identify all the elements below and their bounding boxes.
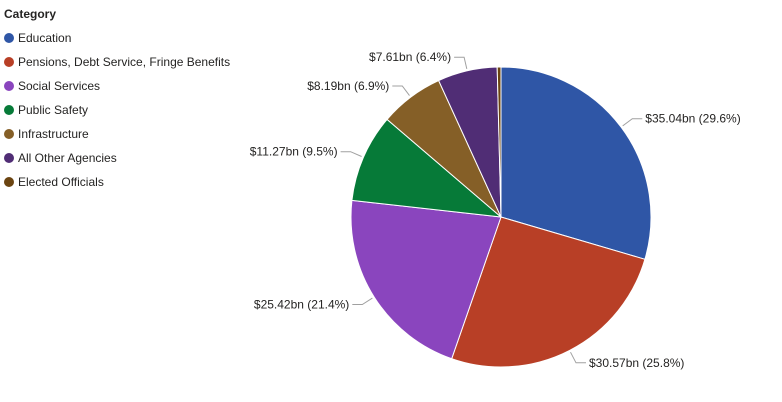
data-label: $11.27bn (9.5%) — [250, 145, 338, 159]
legend-label: Pensions, Debt Service, Fringe Benefits — [18, 55, 231, 69]
legend-item[interactable]: All Other Agencies — [4, 146, 230, 170]
legend-label: All Other Agencies — [18, 151, 117, 165]
legend-swatch — [4, 177, 14, 187]
legend-item[interactable]: Social Services — [4, 74, 230, 98]
data-label: $30.57bn (25.8%) — [589, 356, 684, 370]
legend-label: Education — [18, 31, 72, 45]
pie-slice[interactable] — [351, 118, 503, 218]
leader-line — [392, 85, 410, 96]
legend-item[interactable]: Pensions, Debt Service, Fringe Benefits — [4, 50, 230, 74]
legend: Category Education Pensions, Debt Service… — [4, 6, 230, 194]
legend-swatch — [4, 105, 14, 115]
legend-swatch — [4, 57, 14, 67]
legend-item[interactable]: Education — [4, 26, 230, 50]
pie-slice[interactable] — [496, 66, 502, 218]
legend-label: Elected Officials — [18, 175, 104, 189]
leader-line — [340, 151, 362, 157]
legend-label: Infrastructure — [18, 127, 89, 141]
legend-item[interactable]: Public Safety — [4, 98, 230, 122]
legend-swatch — [4, 81, 14, 91]
legend-item[interactable]: Infrastructure — [4, 122, 230, 146]
leader-line — [570, 351, 586, 364]
legend-label: Public Safety — [18, 103, 89, 117]
data-label: $35.04bn (29.6%) — [645, 112, 740, 126]
data-label: $7.61bn (6.4%) — [369, 50, 451, 64]
leader-line — [352, 297, 373, 305]
leader-line — [622, 118, 643, 127]
legend-swatch — [4, 129, 14, 139]
pie-slice[interactable] — [451, 216, 646, 368]
pie-slice[interactable] — [500, 66, 652, 260]
data-label: $8.19bn (6.9%) — [307, 79, 389, 93]
legend-title: Category — [4, 7, 57, 21]
pie-slice[interactable] — [350, 199, 502, 360]
legend-swatch — [4, 33, 14, 43]
legend-item[interactable]: Elected Officials — [4, 170, 230, 194]
leader-line — [454, 56, 468, 70]
legend-label: Social Services — [18, 79, 101, 93]
legend-swatch — [4, 153, 14, 163]
data-label: $25.42bn (21.4%) — [254, 298, 349, 312]
